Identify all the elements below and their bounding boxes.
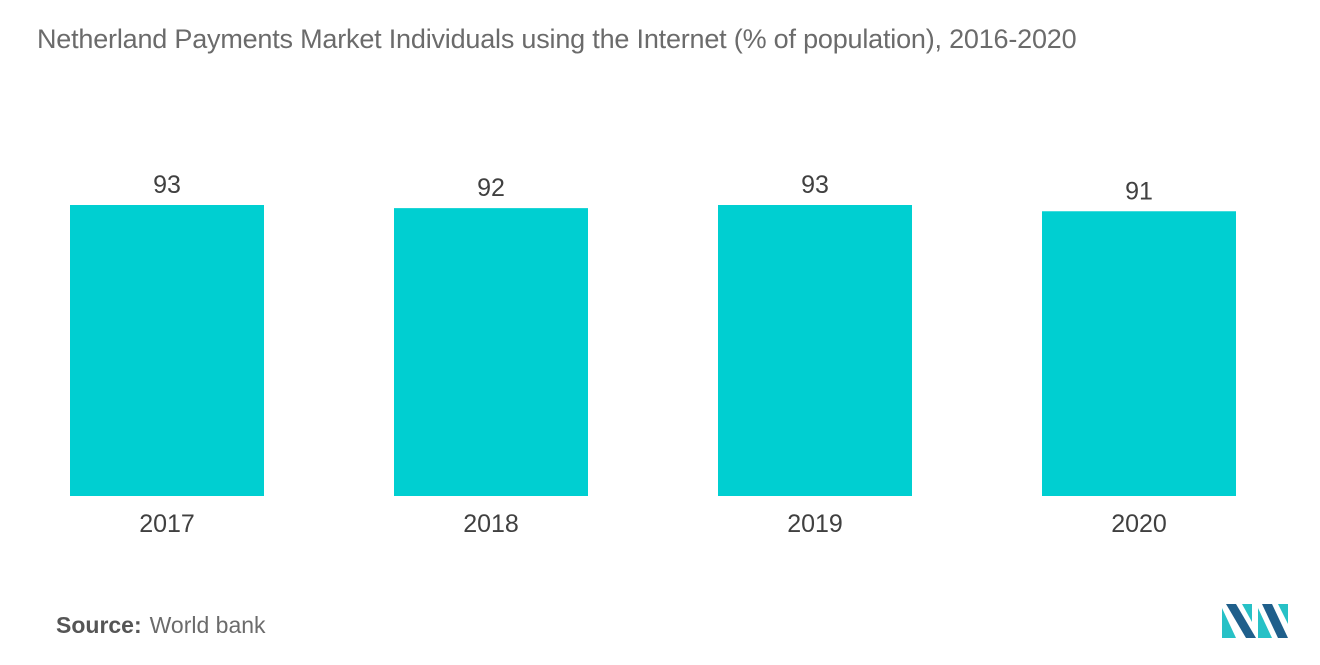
source-note: Source: World bank: [56, 612, 266, 639]
chart-title: Netherland Payments Market Individuals u…: [37, 24, 1077, 54]
x-tick-label-2020: 2020: [1111, 510, 1167, 538]
bar-2018: [394, 208, 588, 496]
bars-group: [70, 205, 1236, 497]
x-tick-label-2018: 2018: [463, 510, 519, 538]
mordor-intelligence-logo-icon: [1222, 604, 1288, 638]
value-label-2019: 93: [801, 171, 829, 199]
source-value: World bank: [149, 612, 266, 638]
bar-2017: [70, 205, 264, 496]
value-label-2018: 92: [477, 174, 505, 202]
bar-2020: [1042, 211, 1236, 497]
x-tick-label-2017: 2017: [139, 510, 195, 538]
x-tick-labels-group: 2017 2018 2019 2020: [139, 510, 1167, 538]
value-label-2017: 93: [153, 171, 181, 199]
x-tick-label-2019: 2019: [787, 510, 843, 538]
value-labels-group: 93 92 93 91: [153, 171, 1153, 205]
bar-2019: [718, 205, 912, 496]
value-label-2020: 91: [1125, 177, 1153, 205]
source-label: Source:: [56, 612, 142, 638]
